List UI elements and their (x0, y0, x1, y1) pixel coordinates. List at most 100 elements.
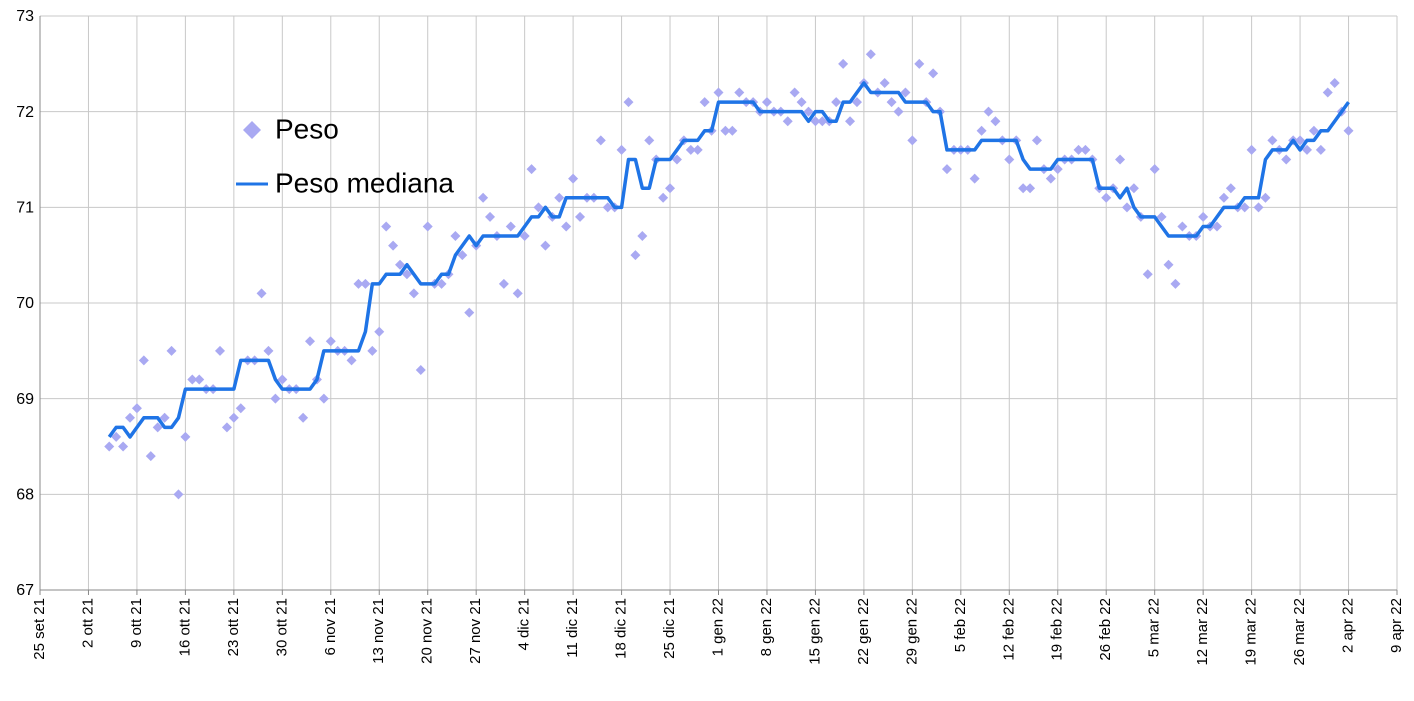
data-point (298, 412, 309, 423)
x-tick-label: 20 nov 21 (419, 598, 436, 664)
data-point (838, 58, 849, 69)
data-point (215, 345, 226, 356)
data-point (152, 422, 163, 433)
data-point (727, 125, 738, 136)
x-tick-label: 6 nov 21 (322, 598, 339, 656)
data-point (692, 144, 703, 155)
data-point (699, 97, 710, 108)
data-point (685, 144, 696, 155)
data-point (1025, 183, 1036, 194)
y-tick-label: 72 (16, 104, 34, 121)
data-point (983, 106, 994, 117)
data-point (623, 97, 634, 108)
data-point (671, 154, 682, 165)
data-point (893, 106, 904, 117)
x-tick-label: 27 nov 21 (467, 598, 484, 664)
x-tick-label: 16 ott 21 (176, 598, 193, 656)
data-point (263, 345, 274, 356)
data-point (519, 231, 530, 242)
data-point (540, 240, 551, 251)
data-point (554, 192, 565, 203)
data-point (464, 307, 475, 318)
data-point (436, 278, 447, 289)
x-tick-label: 25 dic 21 (661, 598, 678, 659)
data-point (1163, 259, 1174, 270)
data-point (900, 87, 911, 98)
data-point (1343, 125, 1354, 136)
data-line (107, 81, 1350, 439)
x-tick-label: 5 mar 22 (1146, 598, 1163, 657)
x-tick-label: 4 dic 21 (516, 598, 533, 651)
data-point (865, 49, 876, 60)
data-point (173, 489, 184, 500)
data-point (104, 441, 115, 452)
data-point (1211, 221, 1222, 232)
data-point (415, 364, 426, 375)
data-point (561, 221, 572, 232)
data-point (1031, 135, 1042, 146)
data-point (125, 412, 136, 423)
x-tick-label: 8 gen 22 (758, 598, 775, 656)
data-point (228, 412, 239, 423)
data-point (111, 431, 122, 442)
data-point (1246, 144, 1257, 155)
x-tick-label: 23 ott 21 (225, 598, 242, 656)
data-point (1052, 164, 1063, 175)
data-point (381, 221, 392, 232)
data-point (713, 87, 724, 98)
data-point (810, 116, 821, 127)
data-point (235, 403, 246, 414)
data-point (221, 422, 232, 433)
x-tick-label: 1 gen 22 (709, 598, 726, 656)
data-point (602, 202, 613, 213)
data-point (360, 278, 371, 289)
y-tick-label: 71 (16, 200, 34, 217)
legend-symbol (243, 121, 261, 139)
data-point (630, 250, 641, 261)
data-point (408, 288, 419, 299)
data-point (1101, 192, 1112, 203)
data-point (457, 250, 468, 261)
data-point (907, 135, 918, 146)
data-point (1004, 154, 1015, 165)
y-tick-label: 68 (16, 487, 34, 504)
data-point (976, 125, 987, 136)
data-point (1281, 154, 1292, 165)
data-point (796, 97, 807, 108)
data-point (180, 431, 191, 442)
data-point (914, 58, 925, 69)
data-point (533, 202, 544, 213)
data-point (478, 192, 489, 203)
data-point (851, 97, 862, 108)
x-tick-label: 19 mar 22 (1243, 598, 1260, 666)
data-point (1115, 154, 1126, 165)
data-point (1142, 269, 1153, 280)
x-tick-label: 26 feb 22 (1097, 598, 1114, 661)
data-point (305, 336, 316, 347)
data-point (1253, 202, 1264, 213)
y-tick-label: 70 (16, 295, 34, 312)
data-point (1073, 144, 1084, 155)
data-point (505, 221, 516, 232)
data-point (422, 221, 433, 232)
data-point (1329, 77, 1340, 88)
y-tick-label: 67 (16, 582, 34, 599)
data-point (1018, 183, 1029, 194)
x-tick-label: 12 feb 22 (1000, 598, 1017, 661)
data-point (831, 97, 842, 108)
data-point (388, 240, 399, 251)
data-point (1295, 135, 1306, 146)
data-point (131, 403, 142, 414)
y-tick-label: 73 (16, 8, 34, 25)
x-tick-label: 26 mar 22 (1291, 598, 1308, 666)
x-tick-label: 9 apr 22 (1388, 598, 1405, 653)
x-tick-label: 2 apr 22 (1340, 598, 1357, 653)
data-point (325, 336, 336, 347)
data-point (256, 288, 267, 299)
data-point (969, 173, 980, 184)
data-point (1267, 135, 1278, 146)
data-point (485, 211, 496, 222)
data-point (761, 97, 772, 108)
data-point (498, 278, 509, 289)
x-tick-label: 19 feb 22 (1049, 598, 1066, 661)
